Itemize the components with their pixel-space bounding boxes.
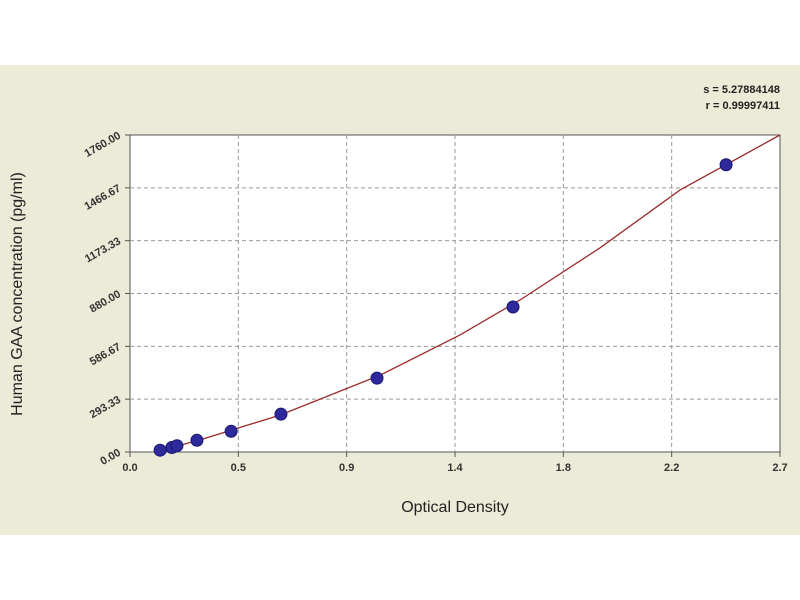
x-tick-label: 1.8 (556, 462, 571, 474)
data-point (719, 158, 733, 172)
data-point (274, 407, 288, 421)
x-tick-label: 0.5 (231, 462, 246, 474)
x-tick-label: 2.2 (664, 462, 679, 474)
data-point (170, 439, 184, 453)
x-tick-label: 1.4 (447, 462, 463, 474)
data-point (370, 371, 384, 385)
x-tick-label: 2.7 (772, 462, 787, 474)
x-axis-title: Optical Density (401, 499, 509, 516)
data-point (506, 300, 520, 314)
annotation: s = 5.27884148 (703, 84, 780, 96)
data-point (224, 424, 238, 438)
y-axis-title: Human GAA concentration (pg/ml) (9, 172, 26, 416)
data-point (190, 433, 204, 447)
data-point (153, 443, 167, 457)
annotation: r = 0.99997411 (706, 100, 780, 112)
x-tick-label: 0.0 (122, 462, 137, 474)
x-tick-label: 0.9 (339, 462, 354, 474)
